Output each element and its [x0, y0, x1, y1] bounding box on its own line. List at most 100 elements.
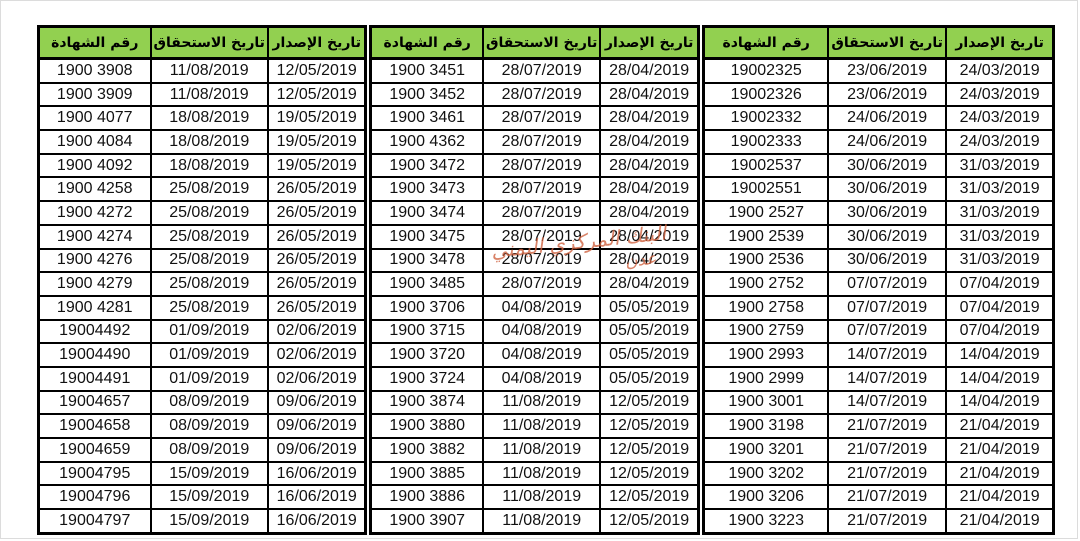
certificates-table-left: رقم الشهادة تاريخ الاستحقاق تاريخ الإصدار 1… — [37, 25, 368, 535]
cell-maturity-date: 28/07/2019 — [481, 271, 602, 297]
cell-certificate-number: 1900 4258 — [37, 176, 152, 203]
table-row: 1900 2758 07/07/2019 07/04/2019 — [702, 294, 1055, 321]
cell-issue-date: 26/05/2019 — [266, 200, 367, 226]
cell-maturity-date: 14/07/2019 — [827, 342, 947, 368]
column-header-certificate-number: رقم الشهادة — [37, 25, 152, 60]
header-row: رقم الشهادة تاريخ الاستحقاق تاريخ الإصدار — [702, 25, 1055, 60]
table-row: 1900 4077 18/08/2019 19/05/2019 — [37, 105, 367, 132]
table-row: 1900 3485 28/07/2019 28/04/2019 — [369, 271, 700, 297]
cell-certificate-number: 1900 3202 — [702, 460, 830, 487]
cell-maturity-date: 30/06/2019 — [827, 176, 947, 203]
cell-issue-date: 14/04/2019 — [944, 389, 1055, 416]
cell-certificate-number: 19002325 — [702, 57, 830, 84]
cell-certificate-number: 19004796 — [37, 484, 152, 511]
cell-issue-date: 26/05/2019 — [266, 176, 367, 203]
cell-maturity-date: 21/07/2019 — [827, 460, 947, 487]
cell-issue-date: 21/04/2019 — [944, 460, 1055, 487]
table-row: 1900 4092 18/08/2019 19/05/2019 — [37, 152, 367, 179]
cell-maturity-date: 25/08/2019 — [149, 247, 269, 274]
cell-certificate-number: 1900 3206 — [702, 484, 830, 511]
table-row: 1900 3202 21/07/2019 21/04/2019 — [702, 460, 1055, 487]
cell-issue-date: 19/05/2019 — [266, 105, 367, 132]
cell-certificate-number: 1900 3874 — [369, 389, 484, 416]
cell-issue-date: 31/03/2019 — [944, 176, 1055, 203]
table-row: 19002333 24/06/2019 24/03/2019 — [702, 129, 1055, 155]
cell-maturity-date: 11/08/2019 — [149, 57, 269, 84]
cell-issue-date: 31/03/2019 — [944, 200, 1055, 226]
table-row: 1900 3473 28/07/2019 28/04/2019 — [369, 176, 700, 203]
cell-maturity-date: 11/08/2019 — [481, 508, 602, 535]
cell-issue-date: 05/05/2019 — [599, 318, 700, 345]
header-row: رقم الشهادة تاريخ الاستحقاق تاريخ الإصدار — [37, 25, 367, 60]
cell-maturity-date: 30/06/2019 — [827, 247, 947, 274]
cell-maturity-date: 08/09/2019 — [149, 437, 269, 463]
cell-certificate-number: 1900 3886 — [369, 484, 484, 511]
cell-certificate-number: 1900 4272 — [37, 200, 152, 226]
cell-certificate-number: 19002326 — [702, 81, 830, 108]
cell-maturity-date: 08/09/2019 — [149, 389, 269, 416]
cell-certificate-number: 1900 3451 — [369, 57, 484, 84]
cell-maturity-date: 18/08/2019 — [149, 129, 269, 155]
column-header-maturity-date: تاريخ الاستحقاق — [827, 25, 947, 60]
cell-issue-date: 07/04/2019 — [944, 318, 1055, 345]
cell-certificate-number: 1900 3882 — [369, 437, 484, 463]
cell-issue-date: 31/03/2019 — [944, 247, 1055, 274]
table-row: 19004797 15/09/2019 16/06/2019 — [37, 508, 367, 535]
cell-issue-date: 19/05/2019 — [266, 129, 367, 155]
cell-maturity-date: 30/06/2019 — [827, 223, 947, 250]
cell-issue-date: 28/04/2019 — [599, 105, 700, 132]
cell-issue-date: 12/05/2019 — [599, 413, 700, 439]
cell-maturity-date: 01/09/2019 — [149, 342, 269, 368]
column-header-issue-date: تاريخ الإصدار — [266, 25, 367, 60]
cell-issue-date: 26/05/2019 — [266, 294, 367, 321]
cell-maturity-date: 23/06/2019 — [827, 57, 947, 84]
cell-certificate-number: 1900 3885 — [369, 460, 484, 487]
table-row: 1900 3475 28/07/2019 28/04/2019 — [369, 223, 700, 250]
cell-issue-date: 21/04/2019 — [944, 508, 1055, 535]
cell-maturity-date: 04/08/2019 — [481, 365, 602, 392]
table-row: 1900 3907 11/08/2019 12/05/2019 — [369, 508, 700, 535]
cell-issue-date: 12/05/2019 — [266, 57, 367, 84]
cell-issue-date: 28/04/2019 — [599, 57, 700, 84]
table-row: 1900 3223 21/07/2019 21/04/2019 — [702, 508, 1055, 535]
column-header-issue-date: تاريخ الإصدار — [599, 25, 700, 60]
cell-certificate-number: 19002333 — [702, 129, 830, 155]
cell-maturity-date: 01/09/2019 — [149, 318, 269, 345]
cell-issue-date: 02/06/2019 — [266, 342, 367, 368]
table-row: 1900 3874 11/08/2019 12/05/2019 — [369, 389, 700, 416]
cell-issue-date: 26/05/2019 — [266, 271, 367, 297]
column-header-issue-date: تاريخ الإصدار — [944, 25, 1055, 60]
cell-certificate-number: 1900 3485 — [369, 271, 484, 297]
cell-maturity-date: 18/08/2019 — [149, 105, 269, 132]
cell-issue-date: 28/04/2019 — [599, 247, 700, 274]
table-row: 1900 3206 21/07/2019 21/04/2019 — [702, 484, 1055, 511]
cell-issue-date: 16/06/2019 — [266, 460, 367, 487]
cell-issue-date: 21/04/2019 — [944, 437, 1055, 463]
cell-certificate-number: 1900 3715 — [369, 318, 484, 345]
cell-certificate-number: 1900 2758 — [702, 294, 830, 321]
table-row: 19002325 23/06/2019 24/03/2019 — [702, 57, 1055, 84]
cell-certificate-number: 19004492 — [37, 318, 152, 345]
cell-maturity-date: 21/07/2019 — [827, 508, 947, 535]
cell-maturity-date: 01/09/2019 — [149, 365, 269, 392]
cell-maturity-date: 28/07/2019 — [481, 223, 602, 250]
cell-maturity-date: 25/08/2019 — [149, 176, 269, 203]
cell-issue-date: 16/06/2019 — [266, 508, 367, 535]
cell-certificate-number: 1900 3724 — [369, 365, 484, 392]
cell-issue-date: 12/05/2019 — [599, 389, 700, 416]
cell-maturity-date: 28/07/2019 — [481, 57, 602, 84]
cell-certificate-number: 1900 3201 — [702, 437, 830, 463]
table-row: 1900 4274 25/08/2019 26/05/2019 — [37, 223, 367, 250]
table-row: 1900 3715 04/08/2019 05/05/2019 — [369, 318, 700, 345]
cell-maturity-date: 04/08/2019 — [481, 342, 602, 368]
cell-certificate-number: 1900 3001 — [702, 389, 830, 416]
table-row: 1900 3880 11/08/2019 12/05/2019 — [369, 413, 700, 439]
cell-issue-date: 09/06/2019 — [266, 413, 367, 439]
cell-maturity-date: 24/06/2019 — [827, 105, 947, 132]
cell-issue-date: 31/03/2019 — [944, 152, 1055, 179]
cell-certificate-number: 1900 3907 — [369, 508, 484, 535]
table-row: 1900 4084 18/08/2019 19/05/2019 — [37, 129, 367, 155]
cell-issue-date: 21/04/2019 — [944, 413, 1055, 439]
table-row: 19002326 23/06/2019 24/03/2019 — [702, 81, 1055, 108]
